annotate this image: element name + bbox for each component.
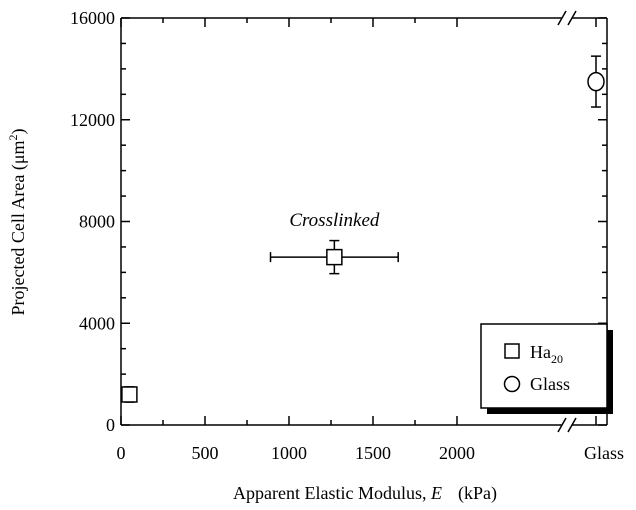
legend-label-glass: Glass bbox=[530, 374, 570, 394]
x-tick-label-glass: Glass bbox=[584, 443, 624, 463]
y-axis-title: Projected Cell Area (μm2) bbox=[6, 128, 29, 315]
axis-break-mark bbox=[557, 417, 567, 433]
annotation-crosslinked: Crosslinked bbox=[289, 210, 380, 231]
x-tick-label: 1500 bbox=[355, 443, 391, 463]
y-tick-label: 12000 bbox=[70, 110, 115, 130]
axis-break-mark bbox=[557, 10, 567, 26]
data-point bbox=[121, 386, 138, 403]
legend-box bbox=[480, 323, 608, 409]
data-point bbox=[269, 239, 399, 275]
axis-break-mark bbox=[567, 417, 577, 433]
annotations: Crosslinked bbox=[289, 210, 380, 231]
y-tick-label: 0 bbox=[106, 415, 115, 435]
x-tick-label: 500 bbox=[192, 443, 219, 463]
data-marks bbox=[121, 55, 605, 403]
legend-label-ha20: Ha20 bbox=[530, 342, 563, 366]
legend: Ha20 Glass bbox=[480, 323, 613, 414]
axis-break-mark bbox=[567, 10, 577, 26]
x-tick-label: 0 bbox=[117, 443, 126, 463]
circle-marker bbox=[587, 71, 605, 92]
data-point bbox=[587, 55, 605, 108]
legend-circle-marker bbox=[503, 375, 521, 393]
x-tick-label: 1000 bbox=[271, 443, 307, 463]
square-marker bbox=[121, 386, 138, 403]
legend-square-marker bbox=[504, 343, 520, 359]
y-tick-label: 4000 bbox=[79, 313, 115, 333]
x-axis-title: Apparent Elastic Modulus, E (kPa) bbox=[233, 483, 497, 504]
x-tick-label: 2000 bbox=[439, 443, 475, 463]
x-tick-labels: 0 500 1000 1500 2000 Glass bbox=[117, 443, 625, 463]
y-tick-label: 8000 bbox=[79, 212, 115, 232]
y-tick-labels: 0 4000 8000 12000 16000 bbox=[70, 8, 115, 435]
y-tick-label: 16000 bbox=[70, 8, 115, 28]
square-marker bbox=[326, 248, 343, 266]
